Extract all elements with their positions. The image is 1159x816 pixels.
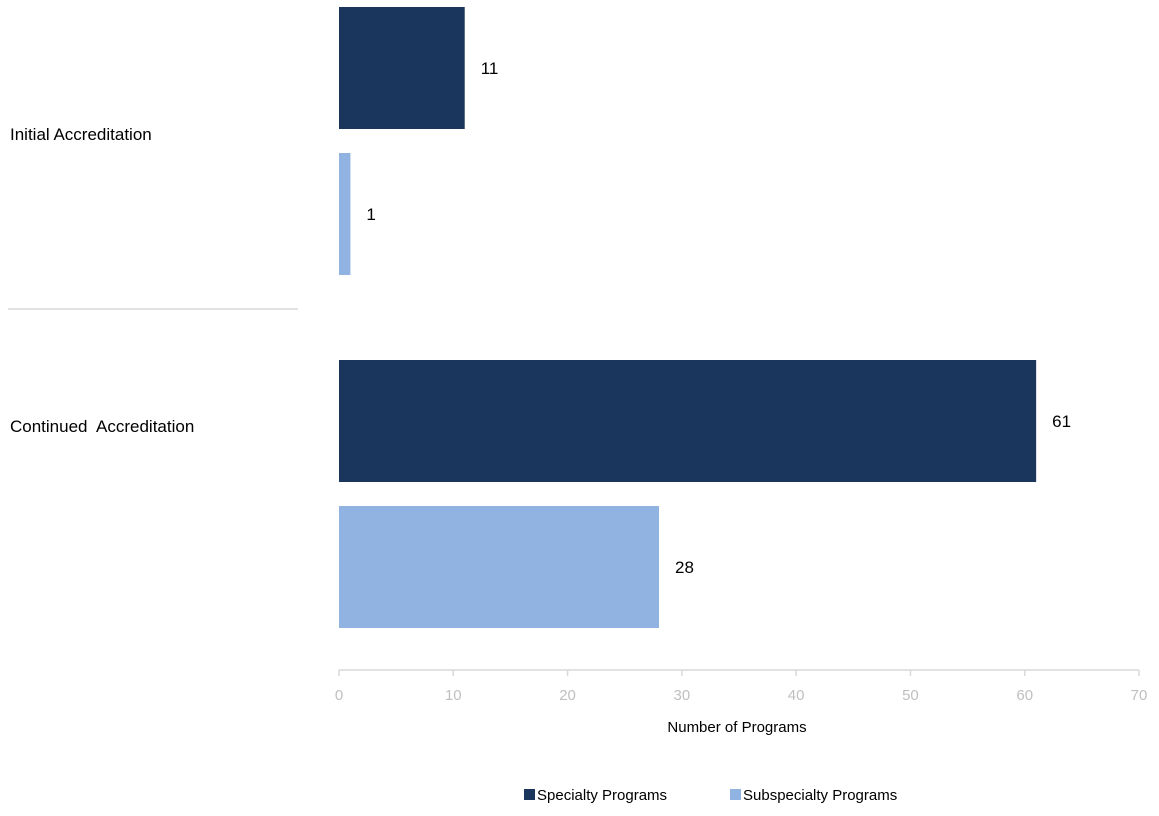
bar — [339, 360, 1037, 482]
bar — [339, 153, 351, 275]
category-label: Initial Accreditation — [10, 125, 152, 144]
x-axis-title: Number of Programs — [667, 719, 806, 736]
x-tick-label: 40 — [788, 687, 805, 704]
x-tick-label: 20 — [559, 687, 576, 704]
legend: Specialty Programs Subspecialty Programs — [524, 787, 897, 804]
category-labels: Initial Accreditation Continued Accredita… — [10, 125, 194, 436]
x-tick-label: 30 — [674, 687, 691, 704]
x-tick-label: 0 — [335, 687, 343, 704]
bar — [339, 506, 659, 628]
x-tick-label: 50 — [902, 687, 919, 704]
bar — [339, 7, 465, 129]
x-tick-label: 60 — [1016, 687, 1033, 704]
legend-swatch — [524, 789, 535, 800]
data-label: 11 — [481, 59, 499, 78]
x-tick-label: 10 — [445, 687, 462, 704]
legend-label: Specialty Programs — [537, 787, 667, 804]
data-label: 61 — [1052, 412, 1071, 431]
x-axis: 0 10 20 30 40 50 60 70 — [335, 669, 1148, 704]
x-tick-label: 70 — [1131, 687, 1148, 704]
data-label: 1 — [366, 205, 375, 224]
legend-label: Subspecialty Programs — [743, 787, 897, 804]
category-label: Continued Accreditation — [10, 417, 194, 436]
bars — [339, 7, 1037, 628]
data-label: 28 — [675, 558, 694, 577]
legend-swatch — [730, 789, 741, 800]
